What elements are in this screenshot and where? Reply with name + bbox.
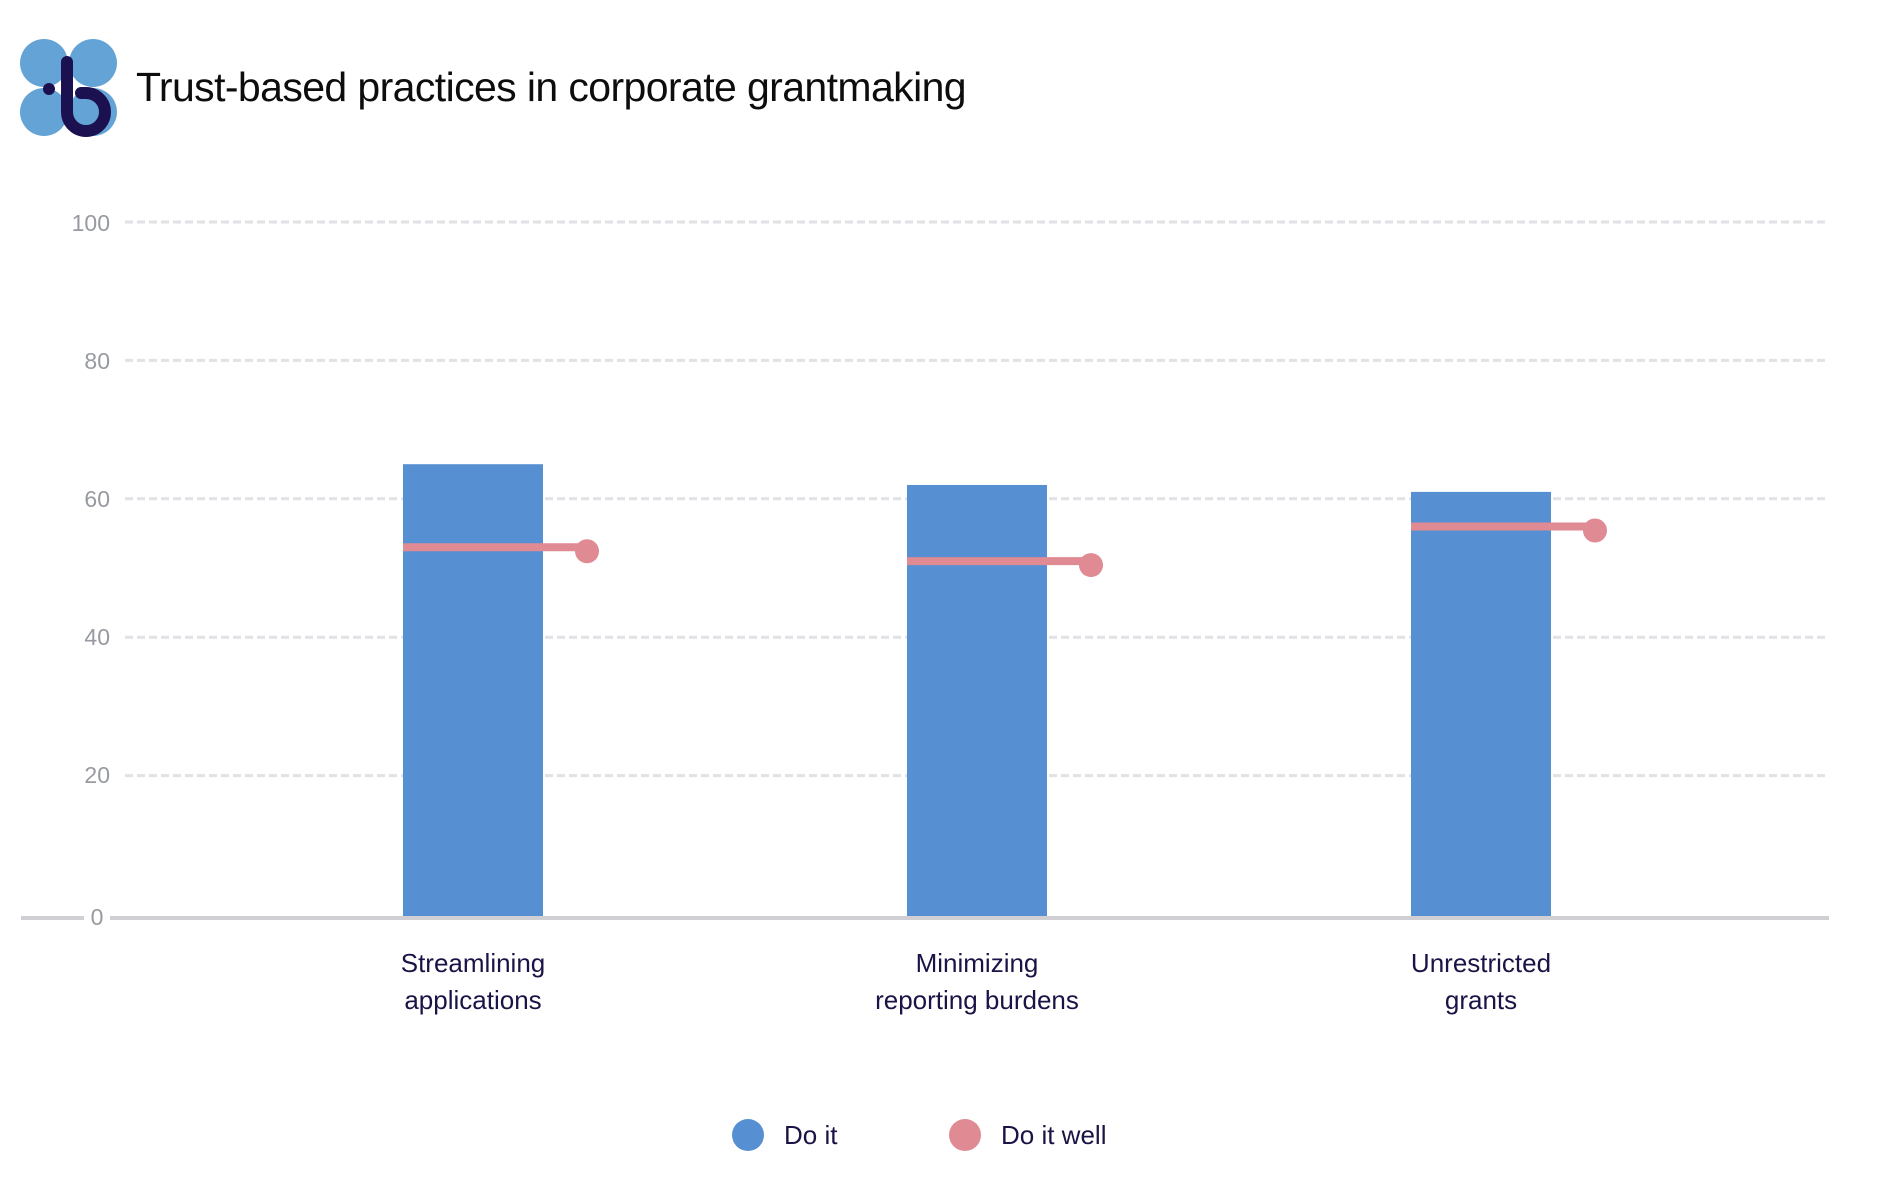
logo-circle-top-left bbox=[20, 39, 68, 87]
category-label-minimizing: Minimizing reporting burdens bbox=[817, 945, 1137, 1019]
legend-label: Do it bbox=[784, 1120, 838, 1150]
legend-dot-icon bbox=[949, 1119, 981, 1151]
markers-do-it-well bbox=[403, 518, 1607, 578]
category-label-line2: grants bbox=[1444, 985, 1518, 1015]
y-tick-40: 40 bbox=[84, 624, 110, 650]
bar-do-it[interactable] bbox=[1411, 491, 1551, 916]
logo-dot bbox=[43, 83, 55, 95]
logo-circle-bottom-left bbox=[20, 88, 68, 136]
brand-logo-icon bbox=[20, 39, 117, 137]
legend-label: Do it well bbox=[1001, 1120, 1107, 1150]
logo-letter-b bbox=[61, 56, 111, 137]
category-label-line2: reporting burdens bbox=[875, 985, 1079, 1015]
y-tick-60: 60 bbox=[84, 486, 110, 512]
category-label-unrestricted: Unrestricted grants bbox=[1321, 945, 1641, 1019]
category-label-line1: Streamlining bbox=[400, 948, 546, 978]
bar-do-it[interactable] bbox=[907, 484, 1047, 916]
category-label-line1: Unrestricted bbox=[1410, 948, 1552, 978]
logo-circle-top-right bbox=[69, 39, 117, 87]
bar-do-it[interactable] bbox=[403, 464, 543, 916]
category-label-streamlining: Streamlining applications bbox=[313, 945, 633, 1019]
y-tick-20: 20 bbox=[84, 762, 110, 788]
legend-item-do-it[interactable]: Do it bbox=[732, 1115, 837, 1155]
marker-dot-do-it-well[interactable] bbox=[1079, 553, 1103, 578]
category-label-line2: applications bbox=[404, 985, 542, 1015]
bars-do-it bbox=[403, 464, 1551, 916]
marker-dot-do-it-well[interactable] bbox=[1583, 518, 1607, 543]
y-tick-80: 80 bbox=[84, 348, 110, 374]
legend-dot-icon bbox=[732, 1119, 764, 1151]
chart-title: Trust-based practices in corporate grant… bbox=[136, 64, 967, 110]
legend-item-do-it-well[interactable]: Do it well bbox=[949, 1115, 1106, 1155]
marker-dot-do-it-well[interactable] bbox=[575, 539, 599, 564]
y-tick-100: 100 bbox=[71, 210, 110, 236]
y-tick-0: 0 bbox=[84, 905, 110, 929]
category-label-line1: Minimizing bbox=[915, 948, 1039, 978]
